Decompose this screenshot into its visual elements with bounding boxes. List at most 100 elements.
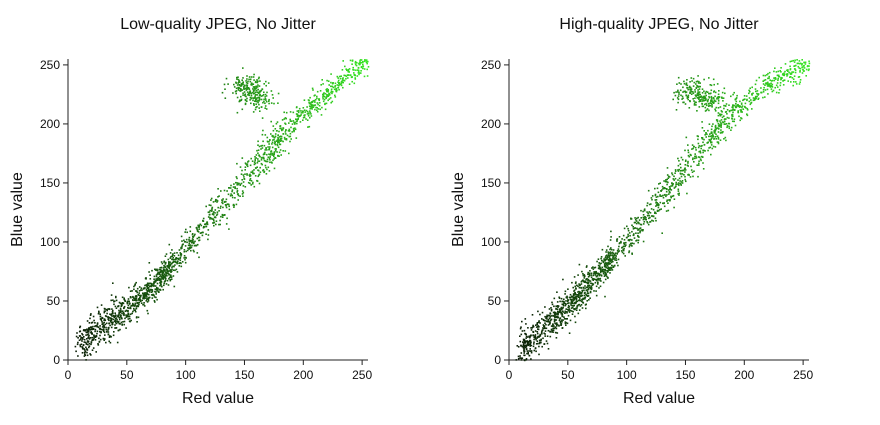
scatter-point [318,101,321,104]
scatter-point [86,338,88,340]
scatter-point [244,98,247,101]
scatter-point [786,75,788,77]
scatter-point [661,232,663,234]
scatter-point [256,105,258,108]
scatter-point [118,316,121,319]
scatter-point [701,98,703,100]
scatter-point [265,84,267,87]
scatter-point [103,321,105,324]
scatter-point [242,67,244,69]
scatter-point [717,96,720,98]
scatter-point [325,97,327,100]
scatter-point [134,304,136,306]
scatter-point [280,127,282,129]
scatter-point [242,81,244,84]
scatter-point [700,155,703,158]
scatter-point [656,202,658,204]
scatter-point [625,241,627,244]
scatter-point [100,331,102,333]
scatter-point [298,114,300,117]
scatter-point [87,333,90,335]
scatter-point [697,75,699,77]
scatter-point [527,343,529,345]
scatter-point [721,116,724,119]
scatter-point [236,84,239,86]
scatter-point [757,94,759,96]
scatter-point [655,205,657,207]
scatter-point [708,135,710,138]
scatter-point [255,85,257,88]
scatter-point [160,280,163,283]
scatter-point [680,184,682,186]
scatter-point [697,92,700,94]
scatter-point [614,252,617,254]
scatter-point [708,77,710,79]
scatter-point [698,80,700,83]
scatter-point [586,289,589,291]
scatter-point [533,336,535,338]
scatter-point [278,155,280,157]
scatter-point [268,170,271,172]
scatter-point [103,331,106,334]
scatter-point [99,338,102,341]
scatter-point [563,300,565,303]
scatter-point [352,68,354,71]
scatter-point [221,201,223,204]
scatter-point [252,83,255,85]
scatter-point [738,106,741,108]
scatter-point [532,345,535,348]
scatter-point [227,83,229,85]
scatter-point [570,298,573,301]
scatter-point [754,95,757,98]
scatter-point [710,100,712,103]
scatter-point [740,110,742,113]
x-tick-label: 150 [234,368,254,382]
scatter-point [614,254,616,257]
scatter-point [108,322,110,325]
scatter-point [534,330,537,332]
scatter-point [705,99,707,102]
scatter-point [236,96,239,99]
scatter-point [675,91,677,93]
scatter-point [721,96,723,99]
scatter-point [519,357,521,359]
scatter-point [588,280,591,282]
scatter-point [535,343,538,345]
scatter-point [570,304,572,306]
scatter-point [167,272,170,275]
scatter-point [309,116,311,119]
scatter-point [320,84,322,86]
scatter-point [726,124,729,127]
scatter-point [146,290,149,293]
scatter-point [272,139,274,141]
scatter-point [316,110,319,113]
scatter-point [529,335,531,338]
scatter-point [342,60,344,62]
scatter-point [575,294,578,296]
scatter-point [607,245,609,248]
scatter-point [667,209,670,212]
scatter-point [323,98,326,101]
scatter-point [214,209,217,211]
scatter-point [330,73,332,75]
scatter-point [627,233,629,236]
scatter-point [723,104,725,107]
scatter-point [144,284,146,287]
scatter-point [575,309,578,311]
scatter-point [135,281,137,284]
scatter-point [265,147,267,149]
scatter-point [683,80,685,83]
scatter-point [564,311,567,313]
scatter-point [526,350,529,352]
scatter-point [578,291,581,293]
scatter-point [81,352,84,354]
scatter-point [606,258,608,261]
scatter-point [557,310,559,313]
scatter-point [767,84,770,86]
scatter-point [699,96,701,98]
scatter-point [168,243,171,246]
scatter-point [677,169,679,171]
scatter-point [114,321,117,324]
scatter-point [249,174,252,177]
scatter-point [637,216,639,219]
